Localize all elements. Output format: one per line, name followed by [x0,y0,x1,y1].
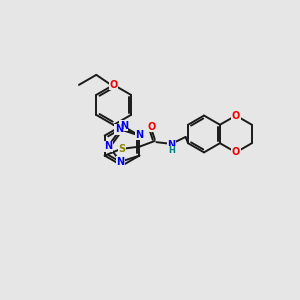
Text: O: O [232,110,240,121]
Text: N: N [120,121,128,130]
Text: N: N [104,142,112,152]
Text: H: H [168,146,175,155]
Text: O: O [232,147,240,158]
Text: N: N [115,124,123,134]
Text: N: N [135,130,143,140]
Text: O: O [147,122,155,132]
Text: S: S [118,144,125,154]
Text: N: N [116,157,124,167]
Text: N: N [167,140,175,150]
Text: O: O [110,80,118,90]
